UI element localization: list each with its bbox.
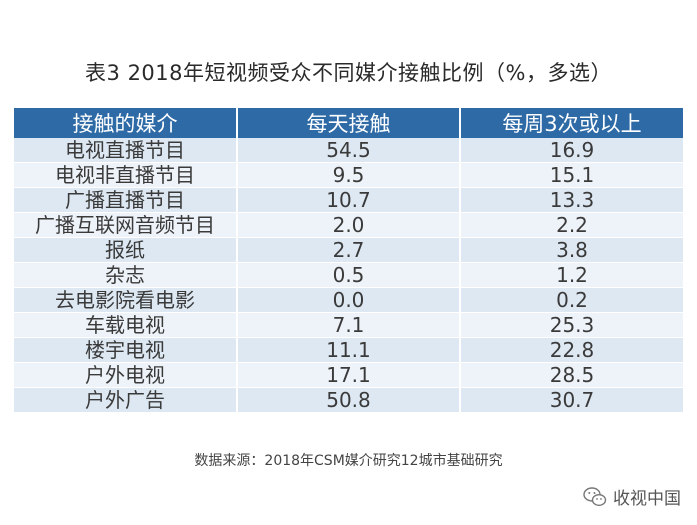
- watermark: 收视中国: [583, 484, 681, 509]
- cell-weekly: 15.1: [460, 162, 683, 188]
- table-row: 楼宇电视 11.1 22.8: [14, 337, 683, 363]
- data-source-note: 数据来源：2018年CSM媒介研究12城市基础研究: [194, 453, 503, 469]
- table-title: 表3 2018年短视频受众不同媒介接触比例（%，多选）: [85, 61, 612, 85]
- cell-daily: 9.5: [237, 162, 461, 188]
- watermark-text: 收视中国: [613, 489, 681, 509]
- cell-daily: 7.1: [237, 312, 461, 338]
- cell-media: 报纸: [14, 237, 238, 263]
- header-daily: 每天接触: [237, 108, 461, 138]
- cell-daily: 0.0: [237, 287, 461, 313]
- cell-weekly: 30.7: [460, 387, 683, 413]
- table-header-row: 接触的媒介 每天接触 每周3次或以上: [14, 108, 683, 138]
- table-row: 去电影院看电影 0.0 0.2: [14, 287, 683, 313]
- cell-weekly: 22.8: [460, 337, 683, 363]
- cell-media: 杂志: [14, 262, 238, 288]
- table-row: 电视直播节目 54.5 16.9: [14, 138, 683, 163]
- cell-media: 去电影院看电影: [14, 287, 238, 313]
- cell-daily: 50.8: [237, 387, 461, 413]
- table-body: 电视直播节目 54.5 16.9 电视非直播节目 9.5 15.1 广播直播节目 10.7 13…: [14, 138, 683, 413]
- cell-daily: 10.7: [237, 187, 461, 213]
- cell-weekly: 16.9: [460, 138, 683, 163]
- cell-weekly: 1.2: [460, 262, 683, 288]
- cell-weekly: 25.3: [460, 312, 683, 338]
- cell-daily: 54.5: [237, 138, 461, 163]
- table-row: 广播直播节目 10.7 13.3: [14, 187, 683, 213]
- media-contact-table: 接触的媒介 每天接触 每周3次或以上 电视直播节目 54.5 16.9 电视非直播节目…: [14, 108, 683, 413]
- wechat-icon: [583, 486, 607, 506]
- cell-daily: 2.7: [237, 237, 461, 263]
- media-contact-table-container: 接触的媒介 每天接触 每周3次或以上 电视直播节目 54.5 16.9 电视非直播节目…: [14, 108, 683, 413]
- table-row: 车载电视 7.1 25.3: [14, 312, 683, 338]
- table-row: 户外广告 50.8 30.7: [14, 387, 683, 413]
- cell-media: 电视直播节目: [14, 138, 238, 163]
- header-weekly: 每周3次或以上: [460, 108, 683, 138]
- cell-media: 广播直播节目: [14, 187, 238, 213]
- table-row: 电视非直播节目 9.5 15.1: [14, 162, 683, 188]
- cell-daily: 0.5: [237, 262, 461, 288]
- cell-media: 电视非直播节目: [14, 162, 238, 188]
- cell-weekly: 3.8: [460, 237, 683, 263]
- cell-weekly: 13.3: [460, 187, 683, 213]
- cell-daily: 11.1: [237, 337, 461, 363]
- cell-media: 广播互联网音频节目: [14, 212, 238, 238]
- cell-daily: 17.1: [237, 362, 461, 388]
- cell-weekly: 28.5: [460, 362, 683, 388]
- table-row: 户外电视 17.1 28.5: [14, 362, 683, 388]
- header-media: 接触的媒介: [14, 108, 238, 138]
- cell-media: 户外电视: [14, 362, 238, 388]
- cell-media: 车载电视: [14, 312, 238, 338]
- table-row: 杂志 0.5 1.2: [14, 262, 683, 288]
- cell-daily: 2.0: [237, 212, 461, 238]
- table-row: 报纸 2.7 3.8: [14, 237, 683, 263]
- cell-weekly: 2.2: [460, 212, 683, 238]
- table-row: 广播互联网音频节目 2.0 2.2: [14, 212, 683, 238]
- cell-weekly: 0.2: [460, 287, 683, 313]
- cell-media: 楼宇电视: [14, 337, 238, 363]
- cell-media: 户外广告: [14, 387, 238, 413]
